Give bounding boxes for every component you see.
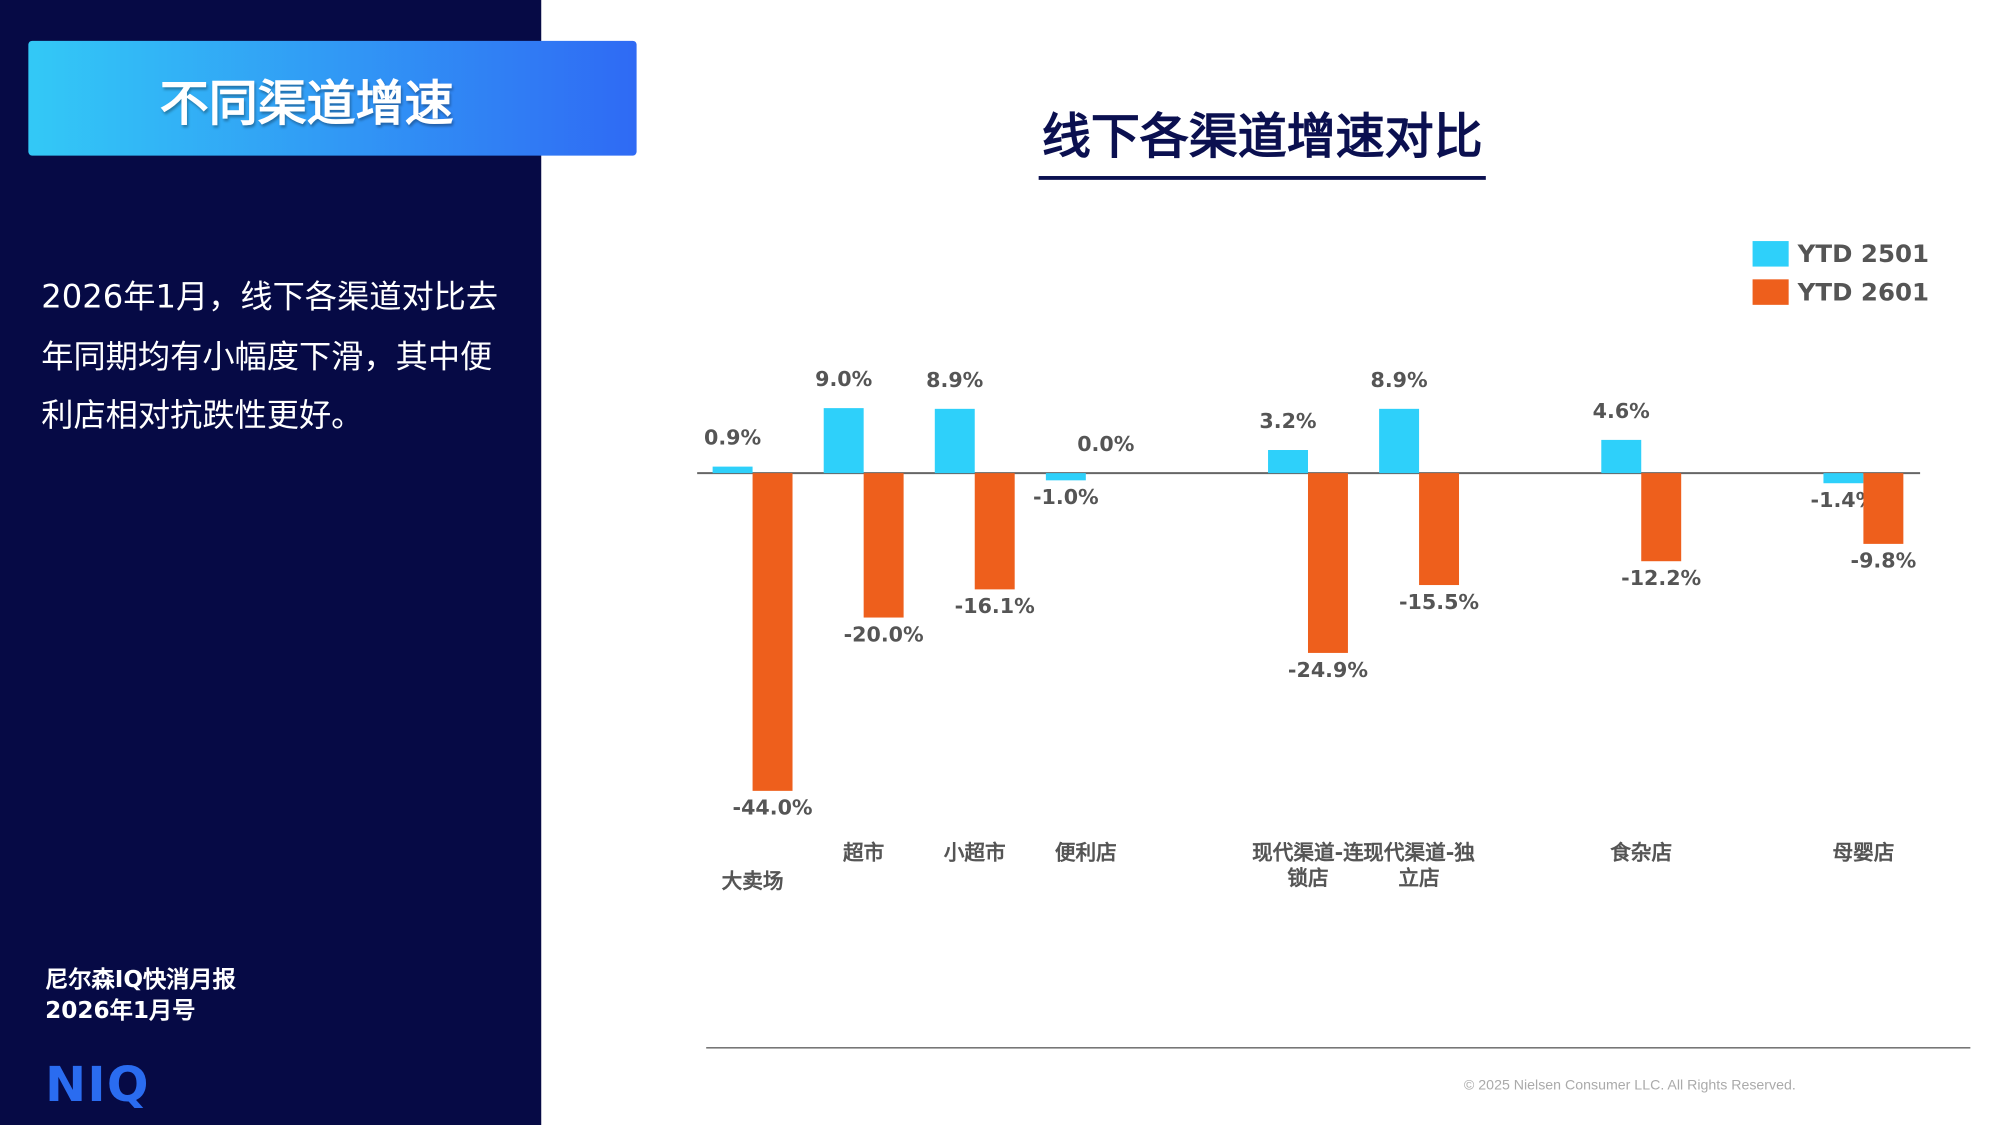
bar <box>1379 408 1420 474</box>
bar <box>1601 439 1642 474</box>
legend-swatch <box>1752 279 1789 305</box>
value-label: -15.5% <box>1399 590 1479 614</box>
bar <box>1419 473 1460 586</box>
report-name: 尼尔森IQ快消月报 <box>45 966 236 994</box>
value-label: -12.2% <box>1621 566 1701 590</box>
issue: 2026年1月号 <box>45 997 196 1025</box>
title-underline <box>1038 176 1486 180</box>
bar <box>1641 473 1682 562</box>
value-label: 0.0% <box>1077 432 1134 456</box>
category-label: 小超市 <box>943 840 1006 865</box>
body-text: 利店相对抗跌性更好。 <box>41 396 364 434</box>
category-label: 现代渠道-连锁店 <box>1252 840 1364 891</box>
value-label: 4.6% <box>1593 399 1650 423</box>
value-label: -44.0% <box>733 796 813 820</box>
value-label: 8.9% <box>1371 368 1428 392</box>
copyright: © 2025 Nielsen Consumer LLC. All Rights … <box>1463 1077 1796 1094</box>
body-text: 2026年1月，线下各渠道对比去 <box>41 278 499 316</box>
body-text: 年同期均有小幅度下滑，其中便 <box>41 338 493 375</box>
value-label: -20.0% <box>844 622 924 646</box>
value-label: -9.8% <box>1851 549 1917 573</box>
legend-label: YTD 2501 <box>1797 239 1929 268</box>
value-label: -24.9% <box>1288 658 1368 682</box>
value-label: 3.2% <box>1259 409 1316 433</box>
value-label: 8.9% <box>926 368 983 392</box>
category-label: 现代渠道-独立店 <box>1363 840 1475 891</box>
bar <box>934 408 975 474</box>
legend-label: YTD 2601 <box>1797 277 1929 306</box>
category-label: 超市 <box>843 840 885 865</box>
category-label: 便利店 <box>1054 840 1117 865</box>
legend-swatch <box>1752 241 1789 267</box>
bar <box>1307 473 1348 653</box>
bar <box>712 466 753 474</box>
value-label: 0.9% <box>704 426 761 450</box>
logo: NIQ <box>45 1056 150 1113</box>
category-label: 母婴店 <box>1832 840 1895 865</box>
section-header: 不同渠道增速 <box>28 40 637 156</box>
bar <box>974 473 1015 590</box>
bar <box>1045 473 1086 481</box>
bar <box>863 473 904 618</box>
bar <box>823 408 864 474</box>
value-label: -1.0% <box>1033 485 1099 509</box>
divider <box>706 1047 1971 1049</box>
sidebar: 不同渠道增速 2026年1月，线下各渠道对比去 年同期均有小幅度下滑，其中便 利… <box>0 0 637 1125</box>
value-label: 9.0% <box>815 367 872 391</box>
chart-title: 线下各渠道增速对比 <box>1041 108 1483 165</box>
value-label: -16.1% <box>955 594 1035 618</box>
bar <box>1823 473 1864 484</box>
category-label: 食杂店 <box>1610 840 1673 865</box>
category-label: 大卖场 <box>721 868 784 893</box>
bar <box>1268 450 1308 474</box>
bar <box>1863 473 1904 544</box>
value-label: -1.4% <box>1811 488 1877 512</box>
bar <box>752 473 793 791</box>
